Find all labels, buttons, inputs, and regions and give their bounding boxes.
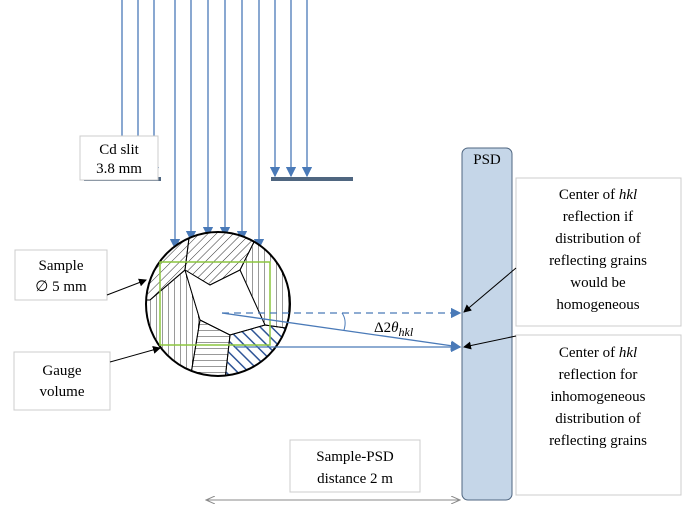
text-part: reflecting grains: [549, 253, 647, 269]
text-part: Center of: [559, 345, 619, 361]
pointer: [106, 278, 147, 296]
text-line: reflection if: [563, 209, 633, 225]
beams: [116, 0, 313, 250]
text-line: inhomogeneous: [551, 389, 646, 405]
sample: [145, 231, 291, 377]
box: [515, 334, 682, 496]
pointer: [463, 335, 517, 350]
text-line: reflection for: [559, 367, 638, 383]
text-part: Center of: [559, 187, 619, 203]
box: [79, 135, 159, 181]
gauge-volume: [159, 261, 271, 346]
psd: [461, 147, 513, 501]
label: volume: [40, 384, 85, 400]
ray: [221, 312, 462, 351]
text-line: would be: [570, 275, 626, 291]
text-line: distribution of: [555, 231, 640, 247]
slit: [271, 177, 353, 181]
box: [13, 351, 111, 411]
text-line: reflecting grains: [549, 433, 647, 449]
psd-label: PSD: [473, 152, 501, 168]
label: Cd slit: [99, 142, 139, 158]
pointer: [463, 267, 517, 313]
text-line: homogeneous: [556, 297, 639, 313]
sample-grains: [146, 232, 290, 376]
angle-arc: [341, 312, 346, 331]
label: Sample-PSD: [316, 449, 394, 465]
text-part: homogeneous: [556, 297, 639, 313]
text-part: reflection for: [559, 367, 638, 383]
text-line: distribution of: [555, 411, 640, 427]
text-line: Center of hkl: [559, 345, 637, 361]
text-part: hkl: [619, 345, 637, 361]
text-part: distribution of: [555, 231, 640, 247]
text-line: Center of hkl: [559, 187, 637, 203]
inhomogeneous-text: Center of hkl reflection for inhomogeneous…: [549, 345, 647, 449]
box: [289, 439, 421, 493]
label: Gauge: [42, 363, 81, 379]
label: 3.8 mm: [96, 161, 142, 177]
text-part: reflection if: [563, 209, 633, 225]
text-part: reflecting grains: [549, 433, 647, 449]
angle-label: Δ2θhkl: [374, 320, 414, 339]
label: ∅ 5 mm: [35, 279, 87, 295]
homogeneous-text: Center of hkl reflection if distribution o…: [549, 187, 647, 313]
box: [515, 177, 682, 327]
text-part: distribution of: [555, 411, 640, 427]
text-line: reflecting grains: [549, 253, 647, 269]
box: [14, 249, 108, 301]
text-part: hkl: [619, 187, 637, 203]
label: distance 2 m: [317, 471, 393, 487]
text-part: would be: [570, 275, 626, 291]
text-part: inhomogeneous: [551, 389, 646, 405]
pointer: [109, 346, 161, 363]
label: Sample: [39, 258, 84, 274]
